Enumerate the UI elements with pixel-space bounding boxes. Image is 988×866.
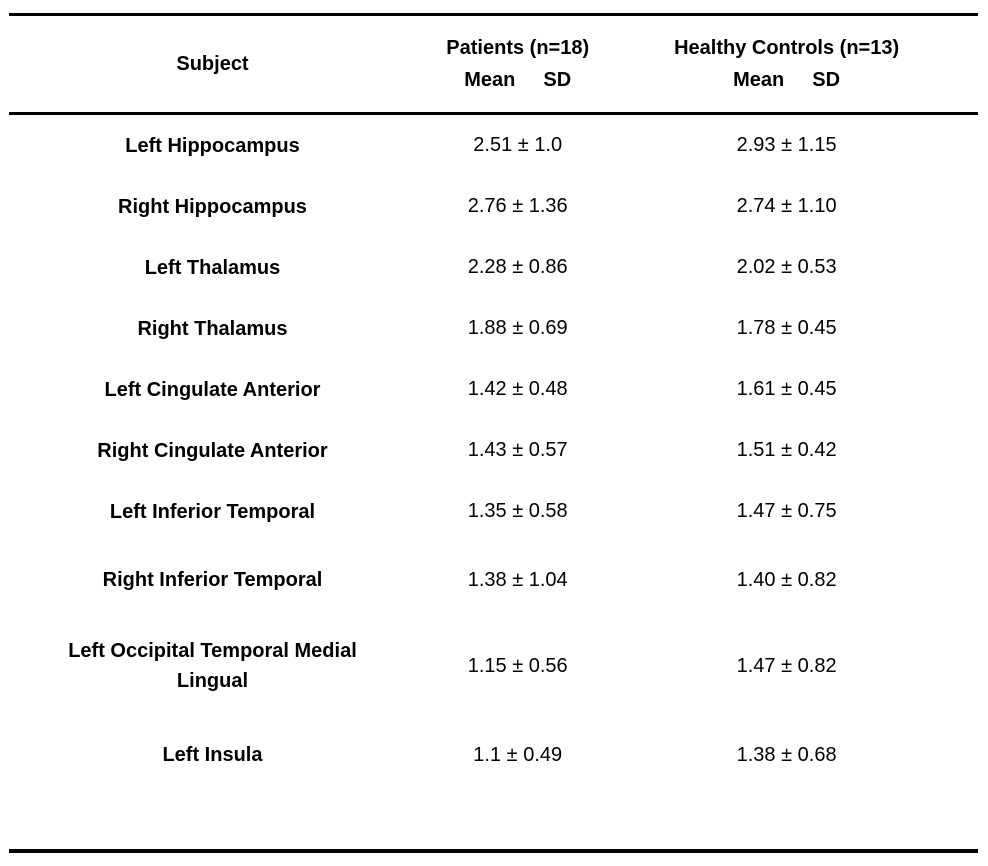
controls-value-cell: 1.61 ± 0.45 [736,378,837,400]
patients-sd-label: SD [543,69,572,91]
subject-label: Right Thalamus [137,317,288,340]
subject-cell: Left Insula [9,714,416,796]
controls-value-cell: 1.51 ± 0.42 [736,439,837,461]
subject-cell: Left Thalamus [9,237,416,298]
table-row: Left Occipital Temporal Medial Lingual 1… [9,618,978,714]
subject-label: Left Hippocampus [125,134,300,157]
controls-value-cell: 1.38 ± 0.68 [736,743,837,766]
controls-sd-label: SD [812,69,841,91]
patients-value-cell: 2.51 ± 1.0 [473,134,563,156]
subject-label: Left Cingulate Anterior [104,378,321,401]
patients-value-cell: 1.1 ± 0.49 [473,743,563,766]
table-bottom-rule [9,849,978,853]
subject-label: Right Cingulate Anterior [97,439,328,462]
subject-cell: Left Hippocampus [9,115,416,176]
table-body: Left Hippocampus 2.51 ± 1.0 2.93 ± 1.15 … [9,115,978,796]
controls-value-cell: 1.47 ± 0.75 [736,500,837,522]
subject-label: Left Inferior Temporal [109,500,316,523]
table-top-rule [9,13,978,16]
patients-value-cell: 1.43 ± 0.57 [467,439,568,461]
patients-value-cell: 2.76 ± 1.36 [467,195,568,217]
subject-cell: Right Hippocampus [9,176,416,237]
patients-value-cell: 1.88 ± 0.69 [467,317,568,339]
subject-cell: Left Cingulate Anterior [9,359,416,420]
subject-label: Right Inferior Temporal [102,569,323,591]
table-bottom-spacer [9,796,978,849]
subject-cell: Right Thalamus [9,298,416,359]
controls-group-header: Healthy Controls (n=13) [674,37,900,59]
subject-cell: Right Inferior Temporal [9,542,416,618]
table-row: Right Thalamus 1.88 ± 0.69 1.78 ± 0.45 [9,298,978,359]
table-header-rule [9,112,978,115]
subject-column-header: Subject [176,53,249,75]
stats-table: Subject Patients (n=18) Mean SD Healthy … [9,13,978,853]
patients-subheader: Mean SD [464,64,571,96]
table-header: Subject Patients (n=18) Mean SD Healthy … [9,16,978,112]
controls-value-cell: 1.78 ± 0.45 [736,317,837,339]
patients-value-cell: 1.42 ± 0.48 [467,378,568,400]
patients-value-cell: 1.35 ± 0.58 [467,500,568,522]
controls-value-cell: 2.02 ± 0.53 [736,256,837,278]
controls-value-cell: 2.93 ± 1.15 [736,134,837,156]
controls-value-cell: 1.47 ± 0.82 [736,654,837,677]
controls-subheader: Mean SD [733,64,840,96]
table-row: Right Inferior Temporal 1.38 ± 1.04 1.40… [9,542,978,618]
subject-label: Left Insula [162,744,263,766]
table-row: Right Hippocampus 2.76 ± 1.36 2.74 ± 1.1… [9,176,978,237]
table-row: Left Cingulate Anterior 1.42 ± 0.48 1.61… [9,359,978,420]
header-subject-cell: Subject [9,16,416,112]
table-row: Left Hippocampus 2.51 ± 1.0 2.93 ± 1.15 [9,115,978,176]
table-row: Left Insula 1.1 ± 0.49 1.38 ± 0.68 [9,714,978,796]
patients-value-cell: 1.38 ± 1.04 [467,568,568,591]
controls-mean-label: Mean [733,69,785,91]
subject-cell: Right Cingulate Anterior [9,420,416,481]
patients-mean-label: Mean [464,69,516,91]
table-row: Right Cingulate Anterior 1.43 ± 0.57 1.5… [9,420,978,481]
subject-label: Left Occipital Temporal Medial Lingual [68,640,357,692]
patients-value-cell: 2.28 ± 0.86 [467,256,568,278]
table-row: Left Thalamus 2.28 ± 0.86 2.02 ± 0.53 [9,237,978,298]
patients-group-header: Patients (n=18) [446,37,590,59]
patients-value-cell: 1.15 ± 0.56 [467,654,568,677]
controls-value-cell: 2.74 ± 1.10 [736,195,837,217]
subject-cell: Left Occipital Temporal Medial Lingual [9,618,416,714]
table-row: Left Inferior Temporal 1.35 ± 0.58 1.47 … [9,481,978,542]
controls-value-cell: 1.40 ± 0.82 [736,568,837,591]
header-controls-cell: Healthy Controls (n=13) Mean SD [619,16,953,112]
subject-label: Right Hippocampus [118,195,307,218]
subject-cell: Left Inferior Temporal [9,481,416,542]
header-patients-cell: Patients (n=18) Mean SD [416,16,619,112]
subject-label: Left Thalamus [144,256,281,279]
